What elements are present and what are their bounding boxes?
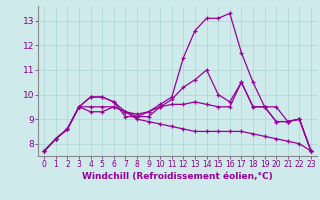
X-axis label: Windchill (Refroidissement éolien,°C): Windchill (Refroidissement éolien,°C) <box>82 172 273 181</box>
